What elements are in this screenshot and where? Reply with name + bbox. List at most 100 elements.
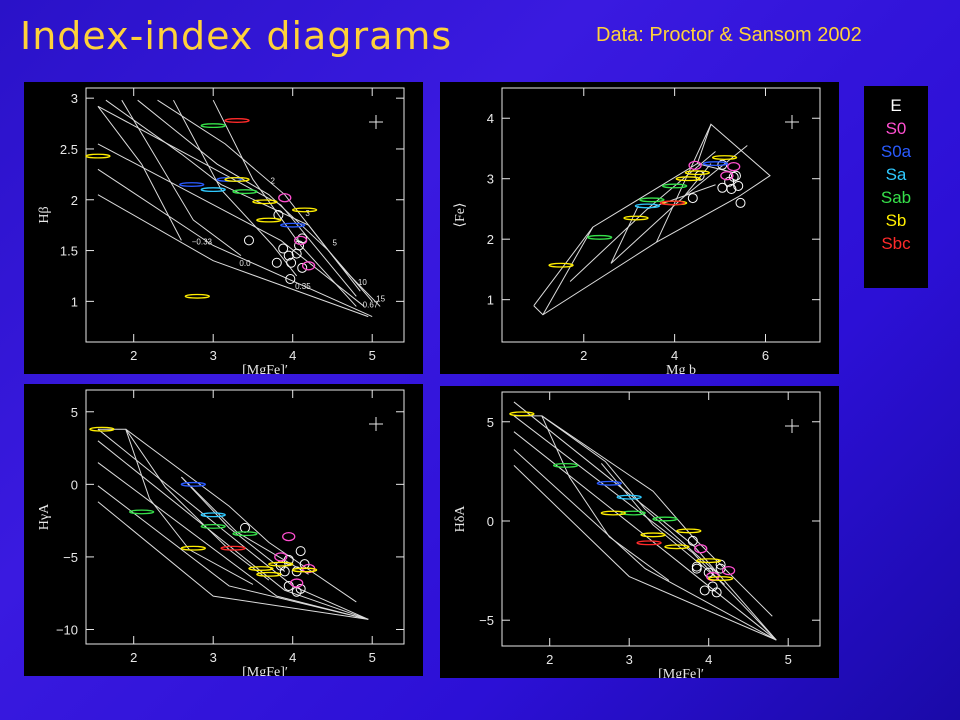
data-point-e [297,262,308,273]
data-point-sb [623,215,649,221]
x-tick-label: 2 [580,348,587,363]
data-point-sb [509,411,535,417]
x-axis-label: [MgFe]′ [658,667,704,678]
model-grid-line [173,99,298,277]
plot-frame [501,391,821,647]
data-point-sbc [659,200,686,206]
data-point-e [283,250,294,261]
data-point-e [687,535,698,546]
data-point-sb [85,153,111,159]
data-point-e [724,176,735,187]
data-point-e [297,233,308,244]
chart-svg: 2 3 4 5 −5 0 5 [MgFe]′ HδA [453,391,821,678]
model-grid-line [542,226,594,316]
data-point-e [240,522,250,533]
model-grid-line [97,194,369,318]
data-point-sa [200,187,226,193]
data-point-sa [200,512,226,518]
data-point-sab [232,531,258,537]
x-tick-label: 4 [671,348,678,363]
data-point-sb [664,544,690,550]
x-tick-label: 3 [210,348,217,363]
data-point-e [699,585,710,596]
y-tick-label: −5 [479,613,494,628]
model-grid-line [125,428,357,603]
y-tick-label: 3 [71,91,78,106]
y-tick-label: 5 [487,415,494,430]
model-grid-line [513,415,777,641]
model-grid-line [513,415,670,581]
model-grid-line [97,428,369,620]
data-point-s0 [721,565,736,576]
model-grid-line [181,476,309,575]
model-grid-line [97,462,369,620]
data-point-sb [711,155,738,160]
model-grid-line [137,99,373,302]
data-point-sab [652,516,678,522]
data-point-sa [634,203,661,209]
data-point-sb [707,576,734,581]
data-point-sab [587,234,613,240]
model-grid-label: 15 [376,294,385,303]
chart-hgamma-vs-mgfe: 2 3 4 5 −10 −5 0 5 [MgFe]′ HγA [24,384,423,676]
model-grid-line [212,99,357,307]
data-point-sb [256,217,282,223]
y-axis-label: Hβ [37,206,52,223]
data-point-s0a [179,182,205,187]
y-tick-label: 0 [71,477,78,492]
data-point-s0 [293,235,308,246]
y-tick-label: 1.5 [60,244,78,259]
y-tick-label: 2 [71,193,78,208]
data-point-sb [600,510,626,516]
y-tick-label: 1 [487,293,494,308]
data-point-sb [676,528,702,534]
x-tick-label: 4 [289,650,296,665]
data-point-e [733,180,744,191]
data-point-e [730,170,741,181]
data-point-s0 [282,531,296,542]
data-point-e [295,546,306,557]
x-tick-label: 3 [626,652,633,667]
x-tick-label: 3 [210,650,217,665]
data-point-s0 [301,261,316,271]
data-source-caption: Data: Proctor & Sansom 2002 [596,24,862,46]
data-point-sb [256,571,282,577]
data-point-e [717,182,728,193]
data-point-sbc [224,118,250,123]
y-axis-label: HδA [453,505,468,533]
x-tick-label: 5 [369,348,376,363]
chart-fe-vs-mgb: 2 4 6 1 2 3 4 Mg b ⟨Fe⟩ [440,82,839,374]
model-grid-label: −0.33 [192,237,213,246]
model-grid-label: 3 [305,209,310,218]
data-point-sb [248,566,274,571]
y-tick-label: −5 [63,550,78,565]
model-grid-line [97,168,373,318]
data-point-e [286,257,297,268]
y-tick-label: 0 [487,514,494,529]
model-grid-line [181,476,286,572]
x-tick-label: 4 [289,348,296,363]
data-point-sab [129,509,155,515]
data-point-e [726,183,737,194]
data-point-e [687,193,698,204]
model-grid-line [656,124,712,243]
data-point-s0a [280,222,306,228]
model-grid-line [97,501,369,620]
legend-item-sbc: Sbc [881,234,911,253]
model-grid-line [125,428,270,581]
data-point-e [691,561,702,572]
data-point-sb [268,561,294,567]
legend-item-e: E [890,96,902,115]
data-point-sb [180,545,206,551]
data-point-s0 [278,193,292,203]
x-tick-label: 4 [705,652,712,667]
chart-hdelta-vs-mgfe: 2 3 4 5 −5 0 5 [MgFe]′ HδA [440,386,839,678]
data-point-s0a [180,481,206,487]
y-tick-label: 2 [487,232,494,247]
data-point-e [271,257,282,268]
data-point-e [715,563,726,574]
data-point-e [285,274,296,285]
x-tick-label: 5 [785,652,792,667]
data-point-e [294,240,305,251]
data-point-sab [232,189,258,195]
